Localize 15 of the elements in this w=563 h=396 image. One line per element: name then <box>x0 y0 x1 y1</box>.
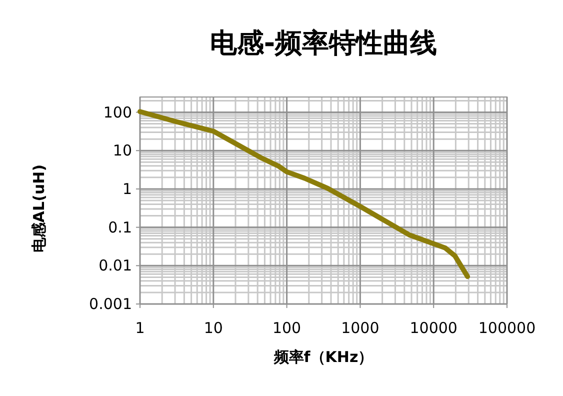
y-tick-label: 0.01 <box>98 256 132 275</box>
x-tick-label: 1000 <box>341 319 380 337</box>
x-tick-label: 100000 <box>478 319 536 337</box>
y-tick-label: 10 <box>112 142 132 160</box>
y-tick-label: 100 <box>103 103 132 122</box>
y-tick-label: 0.1 <box>108 218 132 236</box>
y-axis-title: 电感AL(uH) <box>30 164 48 253</box>
x-tick-label: 10 <box>204 319 223 337</box>
y-tick-label: 1 <box>122 180 132 198</box>
x-tick-label: 100 <box>272 319 302 337</box>
x-tick-label: 1 <box>135 319 145 337</box>
chart-title: 电感-频率特性曲线 <box>210 28 438 59</box>
x-tick-label: 10000 <box>410 319 458 337</box>
y-tick-label: 0.001 <box>89 295 132 313</box>
x-axis-title: 频率f（KHz） <box>272 348 374 366</box>
